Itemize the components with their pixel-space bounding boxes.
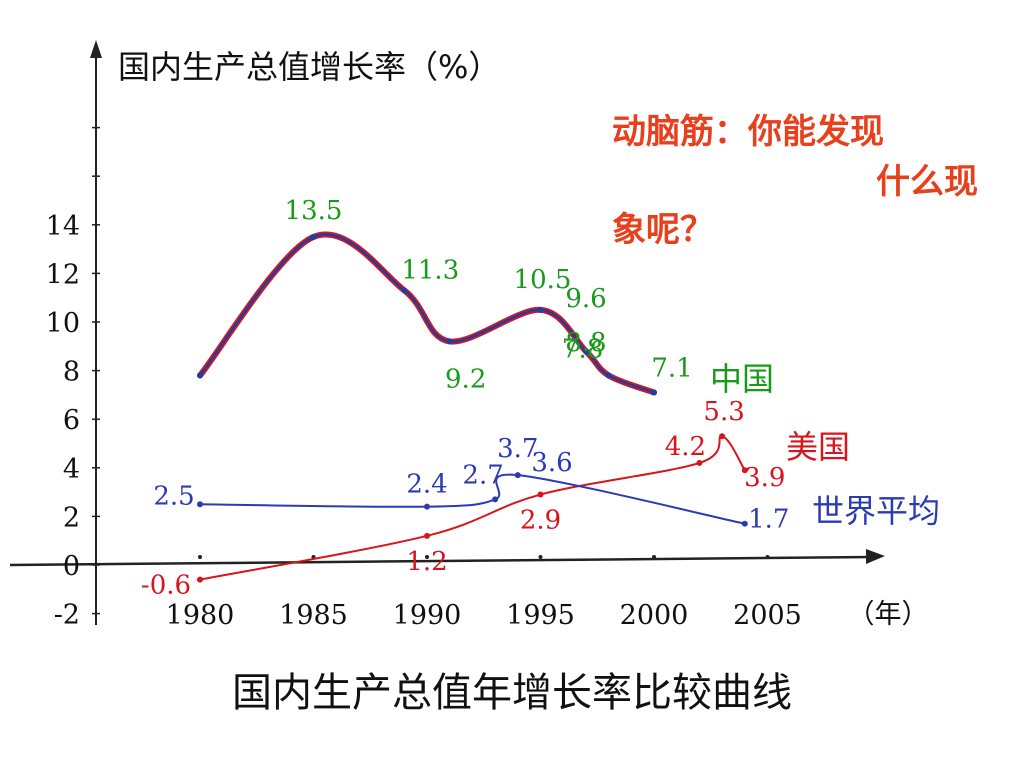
- y-axis-arrow: [90, 40, 102, 58]
- x-axis: [9, 555, 873, 567]
- data-point: [696, 459, 703, 466]
- data-label: 10.5: [514, 265, 572, 295]
- data-point: [401, 287, 408, 294]
- y-tick-label: 10: [46, 308, 80, 339]
- data-point: [582, 348, 589, 355]
- y-axis-label: 国内生产总值增长率（%）: [118, 48, 500, 86]
- x-tick-label: 1990: [393, 600, 462, 631]
- data-label: 1.7: [748, 505, 789, 535]
- x-tick: [425, 555, 429, 559]
- data-label: 7.1: [651, 353, 692, 383]
- y-tick-label: 12: [46, 259, 80, 290]
- data-label: 2.7: [462, 460, 503, 490]
- series-name-label: 美国: [786, 428, 850, 466]
- data-point: [741, 467, 748, 474]
- x-axis-label: （年）: [848, 599, 929, 630]
- x-tick-label: 1980: [166, 600, 235, 631]
- data-point: [537, 306, 544, 313]
- data-point: [492, 496, 499, 503]
- data-label: 9.2: [445, 364, 486, 394]
- y-tick-label: 8: [63, 357, 80, 388]
- data-point: [605, 372, 612, 379]
- data-point: [446, 338, 453, 345]
- prompt-line-1: 动脑筋：你能发现: [612, 112, 884, 152]
- x-tick: [765, 555, 770, 559]
- y-tick-label: 4: [63, 454, 80, 485]
- x-tick-label: 2000: [620, 600, 689, 631]
- x-axis-arrow: [866, 549, 885, 564]
- data-point: [514, 472, 521, 479]
- data-label: 2.9: [520, 506, 561, 536]
- x-tick: [538, 555, 543, 559]
- y-tick-label: 14: [46, 211, 80, 242]
- data-point: [310, 233, 317, 240]
- data-point: [651, 389, 657, 396]
- data-label: 2.4: [406, 470, 447, 500]
- data-label: 9.6: [565, 284, 606, 314]
- data-label: 11.3: [401, 255, 459, 285]
- data-label: 2.5: [153, 481, 194, 511]
- y-tick-label: 6: [63, 405, 80, 436]
- chart-title: 国内生产总值年增长率比较曲线: [232, 670, 792, 716]
- data-point: [719, 433, 726, 440]
- data-label: 5.3: [703, 397, 744, 427]
- data-point: [197, 372, 203, 379]
- data-label: 8.8: [565, 328, 606, 358]
- data-point: [537, 491, 544, 498]
- series-name-label: 中国: [710, 360, 774, 398]
- x-tick-label: 1985: [279, 600, 348, 631]
- data-label: 1.2: [406, 547, 447, 577]
- data-point: [741, 520, 748, 527]
- x-tick: [652, 555, 656, 559]
- x-tick: [198, 555, 202, 559]
- data-point: [424, 532, 430, 539]
- data-label: -0.6: [141, 571, 191, 601]
- data-label: 3.7: [497, 434, 538, 464]
- y-tick-label: 0: [63, 551, 80, 582]
- data-point: [197, 501, 203, 508]
- data-point: [424, 503, 430, 510]
- x-tick-label: 1995: [506, 600, 575, 631]
- data-label: 3.9: [744, 463, 785, 493]
- data-label: 7.8: [562, 334, 603, 364]
- prompt-line-2: 什么现: [876, 162, 978, 202]
- series-name-label: 世界平均: [812, 492, 940, 530]
- y-tick-label: 2: [63, 502, 80, 533]
- data-label: 13.5: [285, 196, 343, 226]
- prompt-line-3: 象呢？: [612, 210, 714, 250]
- y-tick-label: -2: [54, 600, 80, 631]
- data-label: 4.2: [665, 432, 706, 462]
- data-label: 3.6: [531, 448, 572, 478]
- x-tick-label: 2005: [733, 600, 802, 631]
- data-point: [197, 576, 203, 583]
